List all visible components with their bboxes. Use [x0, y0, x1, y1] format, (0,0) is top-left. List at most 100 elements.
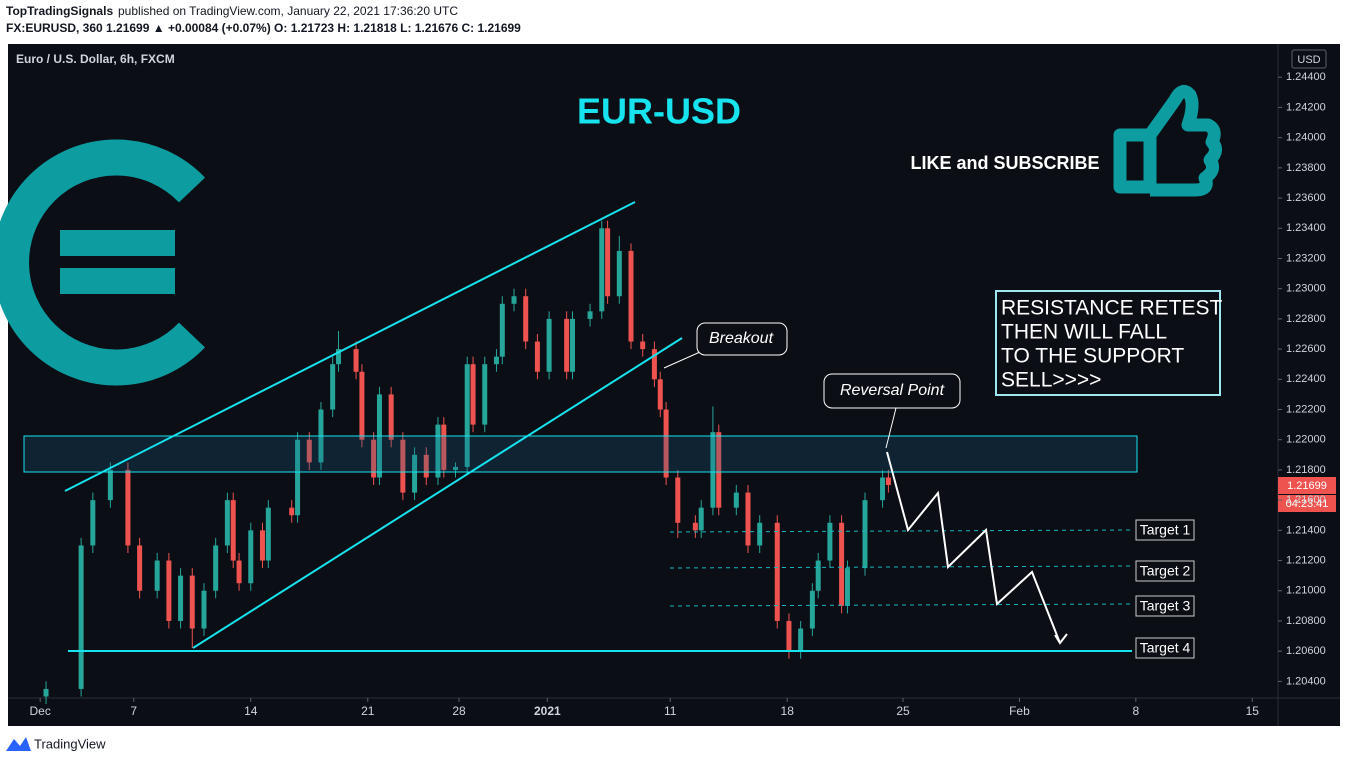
candle-body: [213, 545, 219, 591]
target-box: [1135, 560, 1195, 582]
candle-body: [107, 469, 113, 501]
resistance-zone: [23, 435, 1138, 473]
candle-body: [400, 439, 406, 493]
candle-body: [388, 394, 394, 440]
candle-body: [599, 228, 605, 312]
euro-icon: [0, 139, 205, 386]
target-box: [1135, 637, 1195, 659]
note-line: SELL>>>>: [1001, 369, 1101, 392]
x-tick-label: 7: [130, 704, 137, 718]
candle-body: [862, 500, 868, 569]
y-tick-label: 1.21800: [1286, 464, 1326, 476]
y-tick-label: 1.21600: [1286, 494, 1326, 506]
target-label: Target 1: [1140, 522, 1191, 538]
target-label: Target 2: [1140, 563, 1191, 579]
candle-body: [289, 507, 295, 516]
chart-title: EUR-USD: [577, 91, 741, 132]
y-tick-label: 1.20800: [1286, 615, 1326, 627]
candle-body: [248, 530, 254, 584]
candle-body: [423, 454, 429, 478]
candle-body: [839, 522, 845, 606]
y-tick-label: 1.22000: [1286, 434, 1326, 446]
candle-body: [230, 500, 236, 561]
note-line: RESISTANCE RETEST: [1001, 297, 1222, 320]
candle-body: [189, 575, 195, 629]
candle-body: [564, 318, 570, 372]
y-tick-label: 1.20400: [1286, 675, 1326, 687]
candle-body: [616, 250, 622, 297]
candle-body: [786, 620, 792, 652]
y-tick-label: 1.21200: [1286, 554, 1326, 566]
target-box: [1135, 519, 1195, 541]
candle-body: [265, 507, 271, 561]
candle-body: [534, 341, 540, 372]
y-tick-label: 1.21000: [1286, 585, 1326, 597]
reversal-label: Reversal Point: [840, 382, 945, 399]
candle-body: [809, 590, 815, 629]
x-tick-label: 11: [664, 704, 677, 718]
candle-body: [178, 575, 184, 621]
symbol-line: FX:EURUSD, 360 1.21699 ▲ +0.00084 (+0.07…: [6, 21, 521, 35]
candle-body: [733, 492, 739, 508]
candle-body: [815, 560, 821, 591]
candle-body: [90, 500, 96, 546]
y-tick-label: 1.22200: [1286, 403, 1326, 415]
y-tick-label: 1.22400: [1286, 373, 1326, 385]
candle-body: [236, 560, 242, 584]
y-tick-label: 1.24200: [1286, 101, 1326, 113]
candle-body: [587, 311, 593, 319]
candle-body: [482, 364, 488, 425]
candle-body: [651, 349, 657, 380]
countdown: 04:23:41: [1286, 498, 1329, 510]
candle-body: [78, 545, 84, 689]
candle-body: [330, 364, 336, 410]
note-line: TO THE SUPPORT: [1001, 345, 1184, 368]
candle-body: [710, 432, 716, 508]
y-tick-label: 1.22600: [1286, 343, 1326, 355]
y-tick-label: 1.24000: [1286, 132, 1326, 144]
target-labels: [1135, 519, 1195, 659]
candle-body: [166, 560, 172, 621]
reversal-box: [823, 373, 961, 409]
breakout-box: [696, 322, 788, 356]
y-tick-label: 1.20600: [1286, 645, 1326, 657]
candle-body: [499, 303, 505, 357]
candle-body: [295, 439, 301, 516]
thumb-icon: [1113, 85, 1222, 197]
countdown-tag: [1278, 495, 1336, 512]
projection-arrow: [1054, 633, 1068, 645]
x-tick-label: 8: [1133, 704, 1140, 718]
candle-body: [43, 688, 49, 697]
x-tick-label: 18: [781, 704, 795, 718]
x-tick-label: 25: [896, 704, 910, 718]
like-text: LIKE and SUBSCRIBE: [910, 153, 1099, 173]
last-price: 1.21699: [1287, 480, 1327, 492]
candle-body: [441, 424, 447, 470]
channel-bottom: [192, 337, 683, 649]
candle-body: [137, 545, 143, 591]
candle-body: [412, 454, 418, 493]
candle-body: [493, 356, 499, 365]
candle-body: [523, 296, 529, 342]
candle-body: [605, 228, 611, 297]
candle-body: [698, 507, 704, 531]
x-tick-label: 15: [1246, 704, 1260, 718]
candle-body: [353, 349, 359, 372]
candle-body: [359, 371, 365, 440]
callout-pointer: [663, 351, 701, 369]
candle-body: [716, 432, 722, 508]
candle-body: [692, 522, 698, 531]
candle-body: [511, 296, 517, 304]
x-tick-label: 14: [244, 704, 258, 718]
y-tick-label: 1.22800: [1286, 313, 1326, 325]
candle-body: [453, 466, 459, 470]
candle-body: [125, 469, 131, 546]
channel-top: [64, 201, 636, 492]
candle-body: [628, 250, 634, 342]
candle-body: [880, 477, 886, 501]
author: TopTradingSignals: [6, 4, 113, 18]
candle-body: [663, 409, 669, 478]
drawings: [23, 201, 1221, 652]
candle-body: [844, 568, 850, 606]
candle-body: [306, 439, 312, 463]
